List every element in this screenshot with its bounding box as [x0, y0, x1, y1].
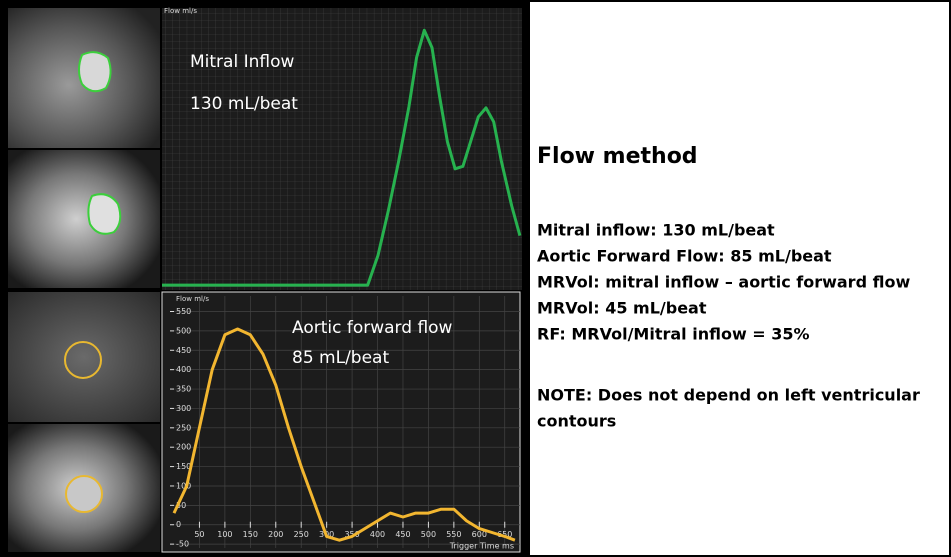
x-tick-label: 250	[294, 530, 309, 539]
contour	[88, 194, 120, 234]
panel-line: MRVol: 45 mL/beat	[537, 299, 707, 318]
y-tick-label: 500	[176, 326, 191, 335]
annotation: 85 mL/beat	[292, 348, 389, 368]
panel-note: contours	[537, 412, 616, 431]
annotation: Mitral Inflow	[190, 52, 294, 72]
x-tick-label: 200	[268, 530, 283, 539]
panel-title: Flow method	[537, 144, 698, 169]
y-tick-label: 0	[176, 520, 181, 529]
contour	[79, 52, 111, 91]
figure: Flow method Mitral inflow: 130 mL/beat Ao…	[0, 0, 951, 557]
x-axis-label: Trigger Time ms	[449, 542, 514, 551]
annotation: Aortic forward flow	[292, 318, 453, 338]
mri-image	[8, 150, 160, 288]
x-tick-label: 500	[421, 530, 436, 539]
contour	[66, 476, 102, 512]
y-tick-label: 550	[176, 307, 191, 316]
y-axis-label: Flow ml/s	[176, 295, 209, 303]
y-tick-label: 450	[176, 346, 191, 355]
y-axis-label: Flow ml/s	[164, 7, 197, 15]
x-tick-label: 550	[446, 530, 461, 539]
annotation: 130 mL/beat	[190, 94, 298, 114]
x-tick-label: 450	[395, 530, 410, 539]
x-tick-label: 400	[370, 530, 385, 539]
y-tick-label: 300	[176, 404, 191, 413]
panel-note: NOTE: Does not depend on left ventricula…	[537, 386, 920, 405]
panel-line: MRVol: mitral inflow – aortic forward fl…	[537, 273, 910, 292]
mri-image	[8, 292, 160, 422]
panel-line: Mitral inflow: 130 mL/beat	[537, 221, 775, 240]
panel-line: Aortic Forward Flow: 85 mL/beat	[537, 247, 832, 266]
y-tick-label: -50	[176, 540, 189, 549]
y-tick-label: 400	[176, 365, 191, 374]
y-tick-label: 350	[176, 385, 191, 394]
y-tick-label: 250	[176, 423, 191, 432]
x-tick-label: 150	[243, 530, 258, 539]
panel-line: RF: MRVol/Mitral inflow = 35%	[537, 325, 810, 344]
y-tick-label: 200	[176, 443, 191, 452]
x-tick-label: 50	[194, 530, 204, 539]
x-tick-label: 100	[217, 530, 232, 539]
